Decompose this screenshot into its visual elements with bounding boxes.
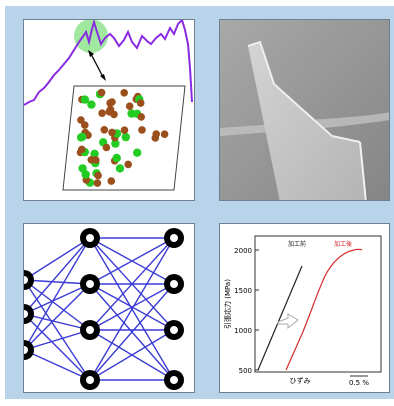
atoms-group [76, 88, 169, 187]
atom-brown [151, 134, 160, 142]
atom-brown [124, 160, 132, 169]
network-edge [89, 283, 175, 381]
network-node [24, 270, 34, 290]
network-edge [24, 279, 91, 331]
network-node-center [170, 280, 178, 288]
curve-before [257, 265, 303, 371]
arrow-head-down [100, 74, 106, 81]
atom-brown [107, 177, 116, 185]
atom-brown [98, 109, 106, 117]
atom-brown [138, 126, 146, 134]
energy-curve [24, 20, 193, 106]
atom-brown [77, 116, 85, 124]
network-node-center [86, 326, 94, 334]
pillar-edge [247, 40, 361, 143]
network-edge [24, 283, 91, 315]
atom-green [121, 132, 130, 142]
network-edge [24, 349, 91, 381]
y-tick-500: 500 [239, 367, 252, 375]
legend-before: 加工前 [288, 240, 306, 248]
atom-green [80, 95, 90, 104]
network-edge [24, 237, 91, 315]
network-node-center [86, 376, 94, 384]
atom-brown [93, 179, 102, 187]
x-scale-label: 0.5 % [349, 379, 369, 387]
network-edge [89, 329, 175, 381]
atom-green [78, 164, 87, 173]
link-arrow [90, 53, 104, 78]
y-ticks-group: 2000 1500 1000 500 [234, 247, 259, 375]
atom-brown [102, 143, 111, 152]
atom-green [133, 148, 142, 157]
neural-network-panel [23, 223, 195, 393]
network-edge [24, 313, 91, 331]
network-node-center [24, 276, 28, 284]
network-node [24, 340, 34, 360]
network-node [24, 304, 34, 324]
stress-strain-panel: 2000 1500 1000 500 引張応力 (MPa) ひずみ 0.5 % … [219, 223, 390, 393]
shift-arrow [277, 313, 299, 330]
network-diagram [24, 228, 184, 390]
plot-frame [254, 235, 382, 373]
y-axis-label: 引張応力 (MPa) [223, 279, 232, 329]
atom-brown [108, 98, 116, 106]
structure-figure [24, 20, 193, 191]
left-border [0, 0, 5, 406]
atom-green [78, 132, 87, 142]
atom-brown [120, 89, 128, 97]
atom-brown [108, 128, 116, 137]
atom-brown [136, 99, 145, 107]
atom-brown [105, 108, 114, 116]
pillar [248, 42, 366, 200]
network-edge [24, 329, 91, 351]
atom-brown [94, 171, 102, 180]
sem-micrograph-panel [219, 19, 390, 201]
atom-brown [160, 130, 169, 138]
atom-brown [78, 145, 86, 154]
atom-green [87, 100, 96, 109]
atom-brown [137, 113, 145, 121]
y-tick-1000: 1000 [234, 327, 252, 335]
network-edge [89, 283, 175, 331]
network-edge [24, 237, 91, 281]
legend-after: 加工後 [334, 240, 352, 248]
y-tick-1500: 1500 [234, 287, 252, 295]
network-edge [89, 237, 175, 331]
network-node-center [170, 234, 178, 242]
network-edge [24, 313, 91, 381]
bottom-border [0, 399, 394, 406]
network-edge [24, 279, 91, 381]
atom-brown [120, 126, 129, 134]
micrograph-image [220, 20, 389, 200]
atom-green [112, 153, 121, 163]
atom-green [115, 164, 125, 173]
atom-brown [100, 126, 109, 134]
network-edge [89, 237, 175, 381]
curve-after [285, 248, 363, 371]
pillar-side-edge [359, 141, 367, 200]
y-tick-2000: 2000 [234, 247, 252, 255]
stress-strain-chart: 2000 1500 1000 500 引張応力 (MPa) ひずみ 0.5 % … [223, 235, 382, 387]
atom-green [111, 139, 120, 148]
network-edge [89, 237, 175, 285]
atom-brown [97, 88, 106, 97]
network-node-center [86, 280, 94, 288]
top-border [0, 0, 394, 6]
network-node-center [86, 234, 94, 242]
network-edge [24, 279, 91, 285]
network-node-center [170, 326, 178, 334]
network-edge [24, 283, 91, 351]
x-axis-label: ひずみ [290, 376, 311, 385]
network-node-center [24, 310, 28, 318]
network-node-center [24, 346, 28, 354]
network-edge [24, 237, 91, 351]
atomic-structure-panel [23, 19, 195, 201]
arrow-head-up [88, 50, 94, 57]
atom-brown [92, 156, 100, 164]
network-node-center [170, 376, 178, 384]
atom-brown [125, 102, 134, 110]
atom-green [90, 149, 99, 158]
